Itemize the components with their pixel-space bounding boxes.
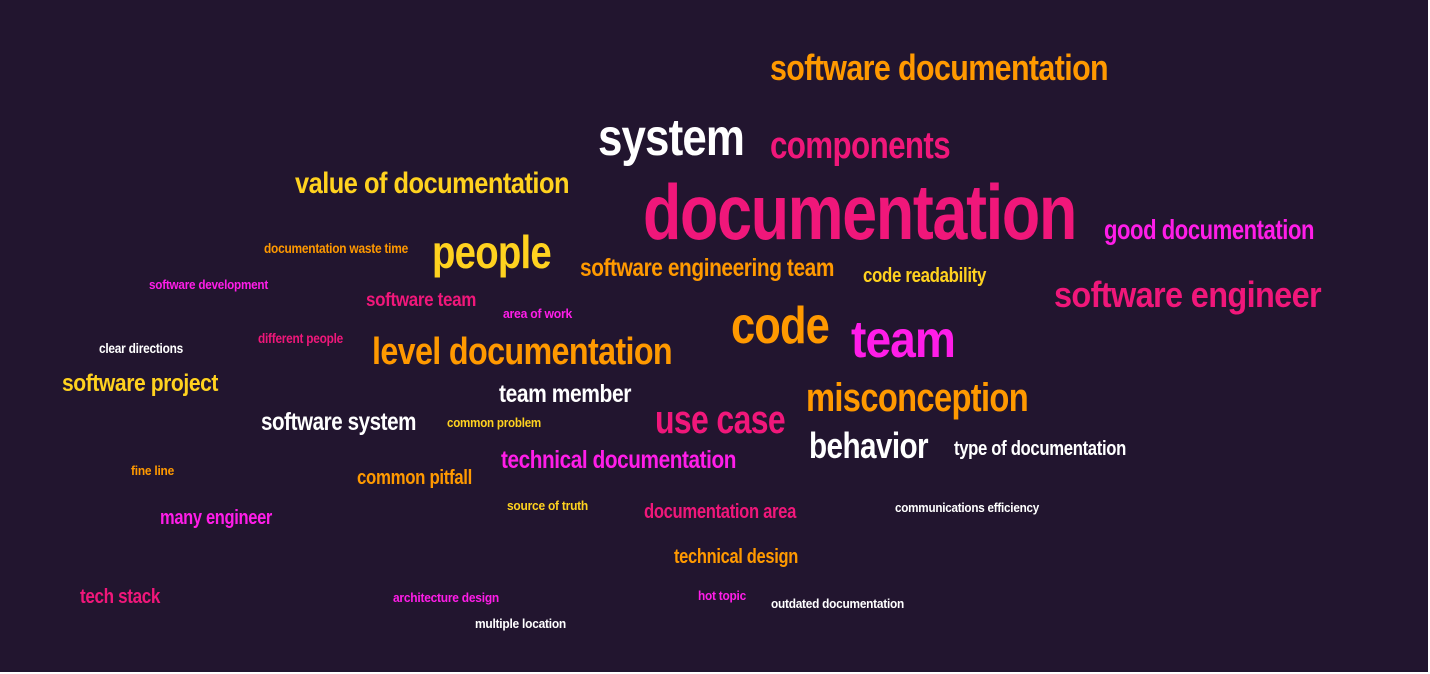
word-different-people: different people (258, 330, 343, 346)
word-documentation-area: documentation area (644, 501, 796, 523)
word-technical-design: technical design (674, 546, 798, 568)
word-clear-directions: clear directions (99, 340, 184, 356)
word-use-case: use case (655, 398, 786, 442)
word-software-development: software development (149, 276, 269, 292)
word-behavior: behavior (809, 425, 929, 466)
word-fine-line: fine line (131, 462, 175, 478)
word-code-readability: code readability (863, 265, 987, 287)
word-architecture-design: architecture design (393, 589, 499, 605)
word-hot-topic: hot topic (698, 587, 747, 603)
word-components: components (770, 125, 951, 167)
word-system: system (598, 109, 745, 167)
word-documentation: documentation (643, 168, 1077, 256)
word-software-project: software project (62, 370, 219, 397)
word-good-documentation: good documentation (1104, 214, 1315, 245)
word-many-engineer: many engineer (160, 507, 272, 529)
word-software-system: software system (261, 407, 417, 436)
word-area-of-work: area of work (503, 305, 573, 321)
word-people: people (432, 226, 552, 278)
word-technical-documentation: technical documentation (501, 445, 736, 474)
word-documentation-waste-time: documentation waste time (264, 240, 409, 256)
word-common-pitfall: common pitfall (357, 467, 472, 489)
word-common-problem: common problem (447, 414, 541, 430)
word-value-of-documentation: value of documentation (295, 167, 570, 200)
word-source-of-truth: source of truth (507, 497, 589, 513)
word-software-engineering-team: software engineering team (580, 253, 834, 282)
word-tech-stack: tech stack (80, 586, 161, 608)
word-team-member: team member (499, 379, 631, 408)
word-level-documentation: level documentation (372, 331, 673, 373)
word-code: code (731, 297, 830, 355)
word-misconception: misconception (806, 376, 1029, 420)
word-communications-efficiency: communications efficiency (895, 499, 1039, 515)
word-type-of-documentation: type of documentation (954, 438, 1127, 460)
word-team: team (851, 311, 956, 369)
word-software-documentation: software documentation (770, 47, 1109, 88)
word-software-engineer: software engineer (1054, 274, 1322, 315)
word-software-team: software team (366, 289, 477, 311)
word-outdated-documentation: outdated documentation (771, 595, 905, 611)
word-multiple-location: multiple location (475, 615, 567, 631)
